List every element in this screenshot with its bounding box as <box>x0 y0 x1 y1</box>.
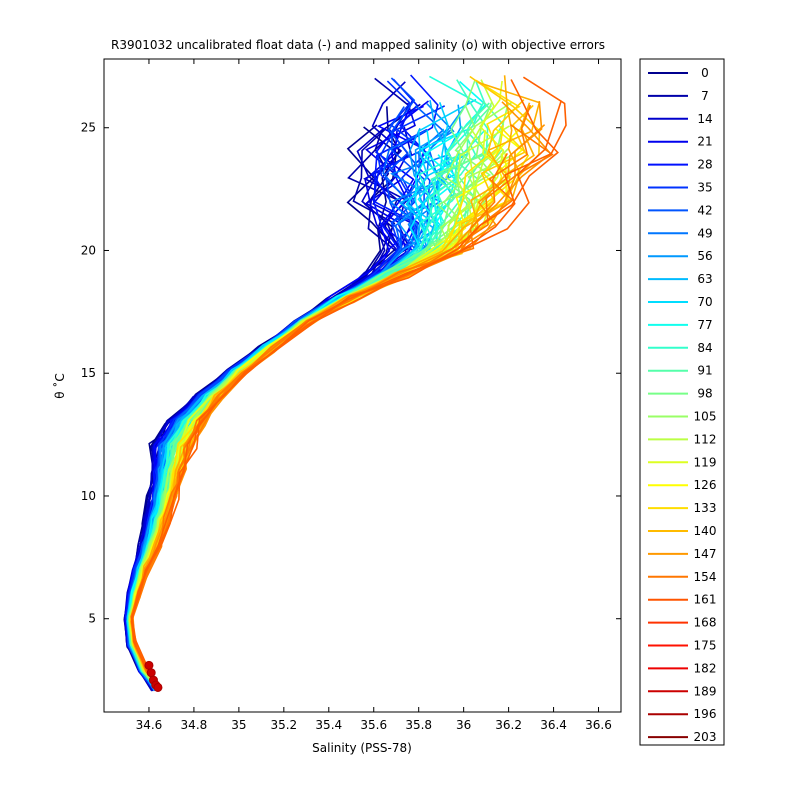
legend-label: 42 <box>697 203 712 217</box>
legend-label: 182 <box>694 661 717 675</box>
legend-label: 21 <box>697 135 712 149</box>
x-tick-label: 36.6 <box>585 718 612 732</box>
mapped-salinity-points <box>144 660 163 692</box>
legend-label: 91 <box>697 364 712 378</box>
legend-label: 14 <box>697 112 712 126</box>
y-axis-ticks: 5 10 15 20 25 <box>81 121 621 626</box>
legend-label: 168 <box>694 616 717 630</box>
x-axis-label: Salinity (PSS-78) <box>312 741 412 755</box>
mapped-salinity-point <box>146 668 156 678</box>
legend-label: 63 <box>697 272 712 286</box>
legend-label: 105 <box>694 410 717 424</box>
x-tick-label: 35.6 <box>360 718 387 732</box>
mapped-salinity-point <box>144 660 154 670</box>
plot-area: 34.6 34.8 35 35.2 35.4 35.6 35.8 36 36.2 36.4 36.6… <box>81 58 622 732</box>
legend-label: 175 <box>694 639 717 653</box>
plot-frame <box>103 58 622 713</box>
legend-label: 119 <box>694 455 717 469</box>
y-tick-label: 10 <box>81 489 96 503</box>
x-tick-label: 36.2 <box>495 718 522 732</box>
legend-label: 161 <box>694 593 717 607</box>
x-tick-label: 34.6 <box>136 718 163 732</box>
legend-label: 70 <box>697 295 712 309</box>
y-tick-label: 25 <box>81 121 96 135</box>
legend: 0 7 14 21 28 35 42 49 56 63 70 77 84 91 98 105 112 119 126… <box>639 58 725 746</box>
x-tick-label: 35.8 <box>405 718 432 732</box>
y-tick-label: 15 <box>81 366 96 380</box>
legend-label: 0 <box>701 66 709 80</box>
legend-label: 112 <box>694 432 717 446</box>
profile-line <box>131 153 508 689</box>
legend-label: 203 <box>694 730 717 744</box>
legend-label: 56 <box>697 249 712 263</box>
x-tick-label: 35.2 <box>270 718 297 732</box>
legend-label: 140 <box>694 524 717 538</box>
mapped-salinity-point <box>153 682 163 692</box>
x-tick-label: 35.4 <box>315 718 342 732</box>
profile-lines <box>123 74 567 692</box>
x-axis-ticks: 34.6 34.8 35 35.2 35.4 35.6 35.8 36 36.2 36.4 36.6 <box>136 59 612 732</box>
y-tick-label: 5 <box>88 612 96 626</box>
legend-label: 133 <box>694 501 717 515</box>
x-tick-label: 35 <box>231 718 246 732</box>
x-tick-label: 36.4 <box>540 718 567 732</box>
legend-label: 189 <box>694 684 717 698</box>
legend-label: 28 <box>697 158 712 172</box>
legend-label: 49 <box>697 226 712 240</box>
chart-title: R3901032 uncalibrated float data (-) and… <box>111 38 605 52</box>
legend-label: 196 <box>694 707 717 721</box>
legend-label: 77 <box>697 318 712 332</box>
legend-frame <box>639 58 725 746</box>
x-tick-label: 36 <box>456 718 471 732</box>
legend-label: 154 <box>694 570 717 584</box>
legend-label: 147 <box>694 547 717 561</box>
legend-label: 98 <box>697 387 712 401</box>
profile-line <box>130 79 559 686</box>
y-tick-label: 20 <box>81 243 96 257</box>
x-tick-label: 34.8 <box>181 718 208 732</box>
legend-label: 7 <box>701 89 709 103</box>
legend-label: 35 <box>697 181 712 195</box>
legend-label: 126 <box>694 478 717 492</box>
legend-label: 84 <box>697 341 712 355</box>
y-axis-label: θ ˚C <box>52 373 67 399</box>
